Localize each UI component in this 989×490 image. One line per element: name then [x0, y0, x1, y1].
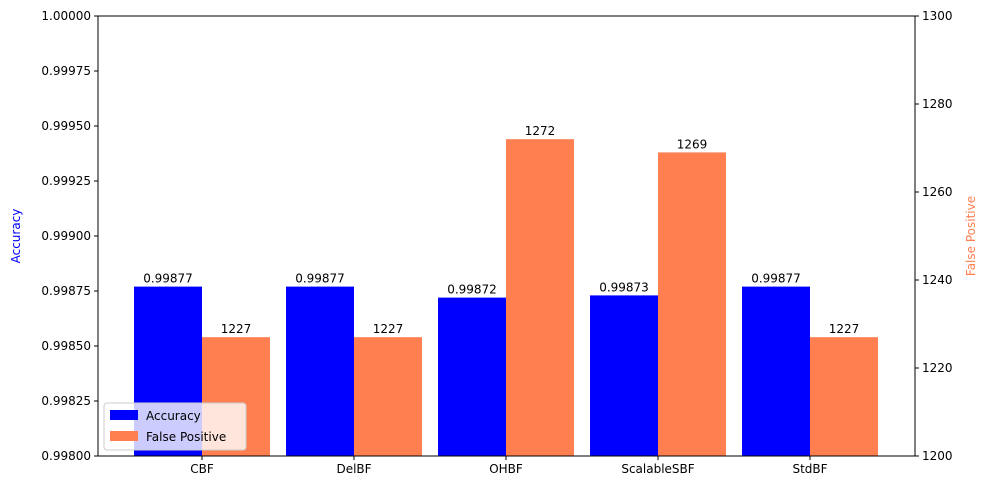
y-left-tick-label: 0.99925: [41, 174, 91, 188]
y-left-tick-label: 0.99875: [41, 284, 91, 298]
axes-layer: CBF DelBF OHBF ScalableSBF StdBF 0.99800 0.998…: [9, 9, 978, 476]
x-tick-label: ScalableSBF: [621, 462, 694, 476]
y-right-axis-title: False Positive: [964, 196, 978, 276]
false-positive-bar-delbf: [354, 337, 422, 456]
x-tick-label: CBF: [190, 462, 214, 476]
y-left-tick-label: 0.99900: [41, 229, 91, 243]
y-left-tick-label: 0.99800: [41, 449, 91, 463]
false-positive-value-label: 1269: [677, 137, 708, 151]
y-right-tick-label: 1260: [922, 185, 953, 199]
legend-label: False Positive: [146, 430, 226, 444]
accuracy-value-label: 0.99877: [143, 272, 193, 286]
false-positive-value-label: 1227: [373, 322, 404, 336]
y-left-tick-label: 0.99950: [41, 119, 91, 133]
y-right-tick-label: 1300: [922, 9, 953, 23]
y-left-tick-label: 0.99975: [41, 64, 91, 78]
false-positive-value-label: 1227: [221, 322, 252, 336]
y-right-tick-label: 1200: [922, 449, 953, 463]
y-right-tick-label: 1220: [922, 361, 953, 375]
accuracy-value-label: 0.99873: [599, 280, 649, 294]
false-positive-value-label: 1227: [829, 322, 860, 336]
x-tick-label: DelBF: [336, 462, 371, 476]
accuracy-bar-stdbf: [742, 286, 810, 456]
y-right-tick-label: 1280: [922, 97, 953, 111]
accuracy-value-label: 0.99872: [447, 283, 497, 297]
x-tick-label: StdBF: [792, 462, 827, 476]
false-positive-bar-ohbf: [506, 139, 574, 456]
legend: Accuracy False Positive: [103, 402, 247, 451]
legend-swatch: [110, 431, 138, 441]
accuracy-bar-ohbf: [438, 297, 506, 456]
y-left-axis-title: Accuracy: [9, 209, 23, 264]
y-left-tick-label: 0.99825: [41, 394, 91, 408]
accuracy-value-label: 0.99877: [295, 272, 345, 286]
bars-layer: [134, 139, 878, 456]
legend-swatch: [110, 410, 138, 420]
accuracy-bar-delbf: [286, 286, 354, 456]
accuracy-bar-scalablesbf: [590, 295, 658, 456]
labels-layer: 0.99877 1227 0.99877 1227 0.99872 1272 0.99873…: [143, 124, 859, 336]
x-tick-label: OHBF: [489, 462, 523, 476]
false-positive-bar-stdbf: [810, 337, 878, 456]
y-left-tick-label: 1.00000: [41, 9, 91, 23]
false-positive-value-label: 1272: [525, 124, 556, 138]
legend-box: [103, 402, 247, 451]
false-positive-bar-scalablesbf: [658, 152, 726, 456]
y-left-tick-label: 0.99850: [41, 339, 91, 353]
y-right-tick-label: 1240: [922, 273, 953, 287]
accuracy-value-label: 0.99877: [751, 272, 801, 286]
legend-label: Accuracy: [146, 409, 201, 423]
